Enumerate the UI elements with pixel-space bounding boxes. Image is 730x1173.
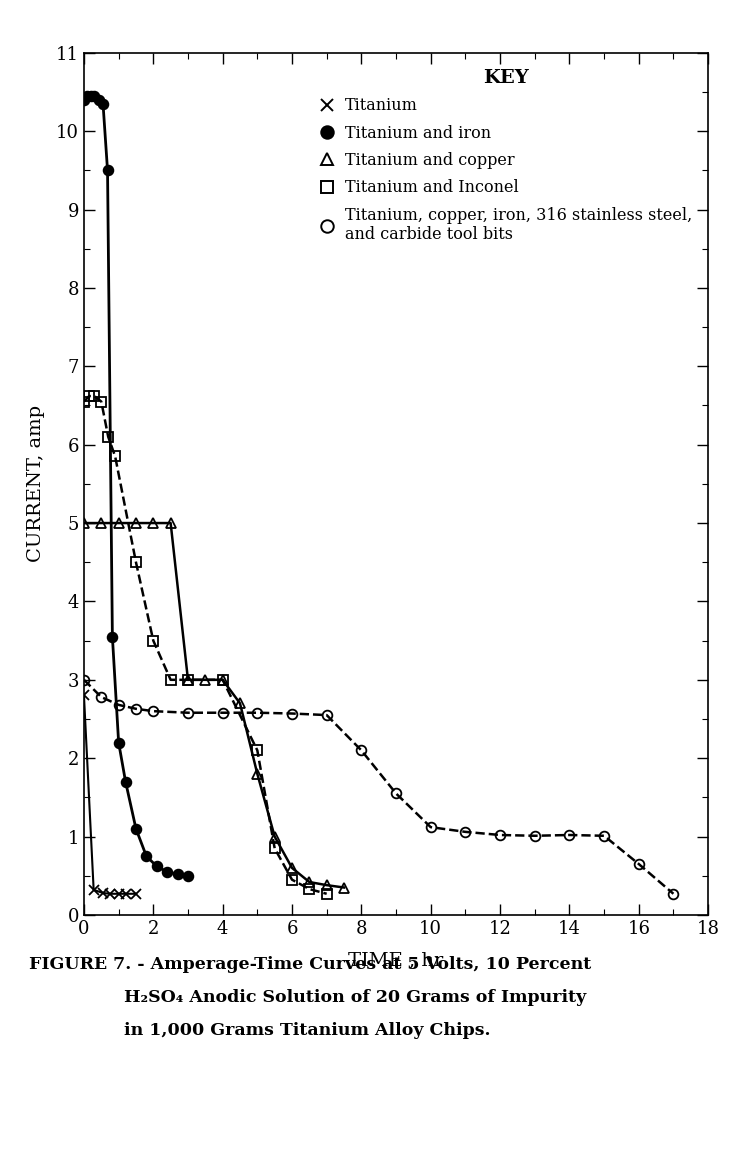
Text: in 1,000 Grams Titanium Alloy Chips.: in 1,000 Grams Titanium Alloy Chips.	[124, 1022, 491, 1038]
Y-axis label: CURRENT, amp: CURRENT, amp	[27, 406, 45, 562]
Text: FIGURE 7. - Amperage-Time Curves at 5 Volts, 10 Percent: FIGURE 7. - Amperage-Time Curves at 5 Vo…	[29, 956, 591, 972]
Legend: Titanium, Titanium and iron, Titanium and copper, Titanium and Inconel, Titanium: Titanium, Titanium and iron, Titanium an…	[311, 61, 700, 251]
Text: H₂SO₄ Anodic Solution of 20 Grams of Impurity: H₂SO₄ Anodic Solution of 20 Grams of Imp…	[124, 989, 586, 1005]
X-axis label: TIME , hr: TIME , hr	[348, 951, 444, 970]
